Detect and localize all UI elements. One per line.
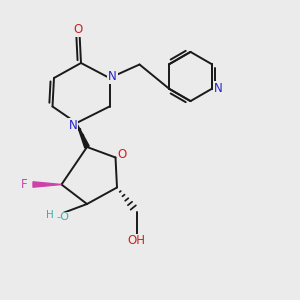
Polygon shape xyxy=(76,123,89,148)
Polygon shape xyxy=(33,182,62,187)
Text: H: H xyxy=(46,210,54,220)
Text: O: O xyxy=(74,23,82,36)
Text: F: F xyxy=(21,178,28,191)
Text: N: N xyxy=(213,82,222,95)
Text: O: O xyxy=(118,148,127,161)
Text: N: N xyxy=(68,118,77,132)
Text: OH: OH xyxy=(128,234,146,248)
Text: -O: -O xyxy=(56,212,70,223)
Text: N: N xyxy=(108,70,117,83)
